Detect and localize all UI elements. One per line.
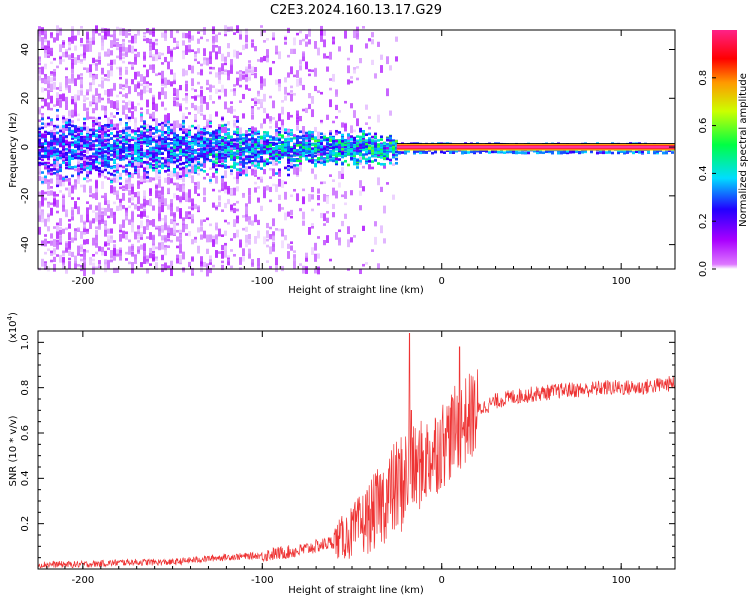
snr-plot-area bbox=[38, 331, 675, 569]
x-tick-label: 100 bbox=[612, 276, 631, 287]
snr-series bbox=[37, 332, 676, 569]
colorbar-tick-label: 0.8 bbox=[698, 70, 709, 86]
x-tick-label: 0 bbox=[439, 276, 445, 287]
spectrogram-xlabel: Height of straight line (km) bbox=[288, 285, 424, 296]
y-tick-label: 20 bbox=[20, 92, 31, 105]
colorbar-tick-label: 0.6 bbox=[698, 118, 709, 134]
colorbar-label: Normalized spectral amplitude bbox=[738, 73, 749, 227]
colorbar: 0.0 0.2 0.4 0.6 0.8 Normalized spectral ampl… bbox=[698, 30, 749, 277]
y-tick-label: 0.4 bbox=[20, 470, 31, 486]
y-tick-label: -40 bbox=[20, 236, 31, 252]
y-tick-label: 40 bbox=[20, 43, 31, 56]
x-tick-label: -100 bbox=[251, 276, 274, 287]
snr-frame bbox=[37, 330, 676, 570]
spectrogram-ylabel: Frequency (Hz) bbox=[8, 112, 19, 188]
colorbar-tick-label: 0.2 bbox=[698, 213, 709, 229]
snr-ticks: -200 -100 0 100 0.2 0.4 0.6 0.8 1.0 bbox=[20, 331, 676, 586]
x-tick-label: -200 bbox=[72, 276, 95, 287]
y-tick-label: -20 bbox=[20, 188, 31, 204]
y-tick-label: 0.6 bbox=[20, 425, 31, 441]
spectrogram-frame bbox=[37, 29, 676, 270]
carrier-line bbox=[396, 143, 675, 151]
snr-ylabel: SNR (10 * v/v) bbox=[8, 415, 19, 486]
colorbar-tick-label: 0.4 bbox=[698, 165, 709, 181]
colorbar-gradient bbox=[712, 30, 737, 269]
snr-xlabel: Height of straight line (km) bbox=[288, 585, 424, 596]
y-tick-label: 0 bbox=[20, 144, 31, 150]
y-tick-label: 0.2 bbox=[20, 516, 31, 532]
carrier-peak bbox=[396, 145, 675, 149]
y-tick-label: 1.0 bbox=[20, 334, 31, 350]
x-tick-label: -100 bbox=[251, 575, 274, 586]
x-tick-label: -200 bbox=[72, 575, 95, 586]
snr-multiplier: (x104) bbox=[6, 312, 19, 343]
figure-title: C2E3.2024.160.13.17.G29 bbox=[270, 3, 442, 18]
x-tick-label: 100 bbox=[612, 575, 631, 586]
snr-panel: -200 -100 0 100 0.2 0.4 0.6 0.8 1.0 Height of st… bbox=[6, 312, 676, 596]
x-tick-label: 0 bbox=[439, 575, 445, 586]
colorbar-ticks: 0.0 0.2 0.4 0.6 0.8 bbox=[698, 70, 716, 277]
colorbar-tick-label: 0.0 bbox=[698, 261, 709, 277]
y-tick-label: 0.8 bbox=[20, 380, 31, 396]
snr-trace bbox=[37, 332, 676, 569]
